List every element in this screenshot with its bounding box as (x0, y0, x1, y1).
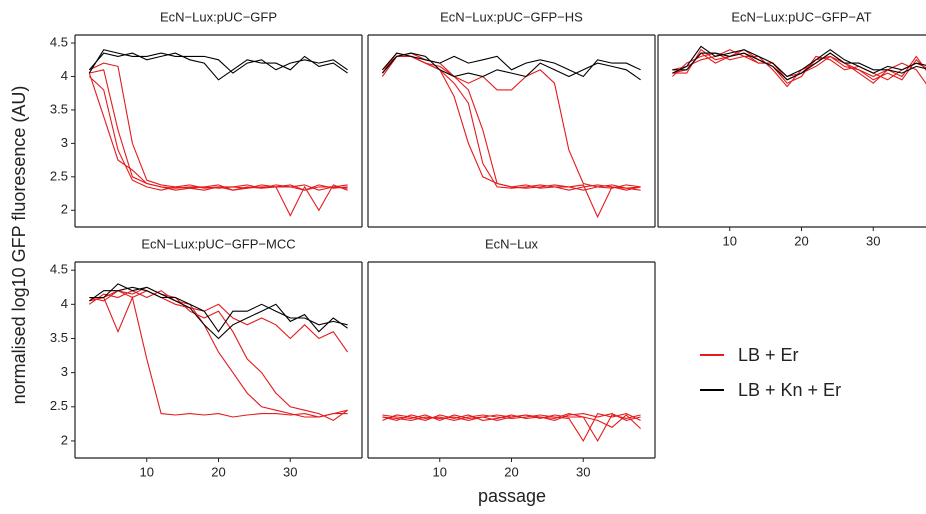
series-line (88, 76, 348, 191)
series-line (89, 62, 348, 217)
series-line (89, 283, 348, 340)
y-tick-label: 2 (61, 432, 68, 447)
panel-title: EcN−Lux (485, 236, 539, 251)
panel-title: EcN−Lux:pUC−GFP (160, 9, 277, 24)
x-tick-label: 30 (866, 233, 880, 248)
series-line (89, 295, 348, 418)
series-line (89, 69, 348, 191)
y-tick-label: 3.5 (50, 101, 68, 116)
series-line (89, 286, 348, 422)
series-line (88, 72, 348, 191)
legend-label: LB + Kn + Er (738, 380, 841, 400)
y-tick-label: 3 (61, 364, 68, 379)
y-tick-label: 4 (61, 68, 68, 83)
series-line (381, 55, 641, 189)
series-line (672, 48, 926, 84)
series-line (672, 52, 926, 81)
x-tick-label: 30 (283, 464, 297, 479)
y-tick-label: 2.5 (50, 398, 68, 413)
y-tick-label: 2.5 (50, 168, 68, 183)
y-tick-label: 2 (61, 202, 68, 217)
y-tick-label: 4.5 (50, 34, 68, 49)
x-axis-title: passage (478, 486, 546, 506)
series-line (88, 49, 348, 74)
y-tick-label: 4.5 (50, 262, 68, 277)
y-tick-label: 3.5 (50, 330, 68, 345)
series-line (88, 286, 348, 333)
series-line (88, 52, 348, 81)
x-tick-label: 20 (211, 464, 225, 479)
y-tick-label: 4 (61, 296, 68, 311)
series-line (382, 413, 641, 429)
panel-title: EcN−Lux:pUC−GFP−AT (731, 9, 871, 24)
x-tick-label: 20 (504, 464, 518, 479)
x-tick-label: 10 (433, 464, 447, 479)
series-line (381, 52, 641, 81)
series-line (381, 52, 641, 78)
x-tick-label: 10 (723, 233, 737, 248)
series-line (672, 52, 926, 88)
series-line (382, 52, 641, 219)
series-line (89, 290, 349, 353)
series-line (382, 413, 641, 421)
y-tick-label: 3 (61, 135, 68, 150)
series-line (381, 55, 641, 191)
panel-title: EcN−Lux:pUC−GFP−MCC (141, 236, 295, 251)
x-tick-label: 20 (794, 233, 808, 248)
series-line (672, 45, 926, 78)
y-axis-title: normalised log10 GFP fluoresence (AU) (9, 86, 29, 405)
series-line (88, 290, 348, 418)
legend-label: LB + Er (738, 345, 799, 365)
series-line (382, 412, 641, 442)
x-tick-label: 30 (576, 464, 590, 479)
panel-title: EcN−Lux:pUC−GFP−HS (440, 9, 583, 24)
x-tick-label: 10 (140, 464, 154, 479)
